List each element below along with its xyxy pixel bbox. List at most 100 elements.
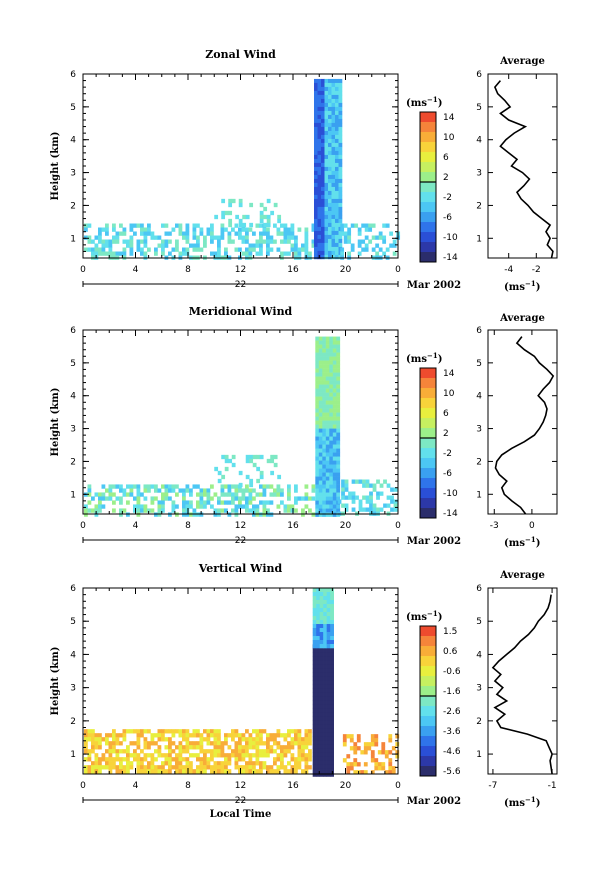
heatmap-cell <box>168 231 172 236</box>
heatmap-cell <box>175 492 179 497</box>
heatmap-cell <box>315 400 320 405</box>
heatmap-cell <box>312 736 317 741</box>
heatmap-cell <box>330 724 334 729</box>
heatmap-cell <box>249 454 254 460</box>
heatmap-cell <box>171 749 176 754</box>
heatmap-cell <box>294 247 298 252</box>
heatmap-cell <box>290 765 295 770</box>
profile-title: Average <box>499 313 545 324</box>
heatmap-cell <box>326 736 331 741</box>
heatmap-cell <box>255 504 260 509</box>
heatmap-cell <box>262 761 267 766</box>
heatmap-cell <box>161 484 165 489</box>
heatmap-cell <box>220 488 225 493</box>
heatmap-cell <box>122 757 127 762</box>
heatmap-cell <box>259 251 263 256</box>
heatmap-cell <box>330 604 334 609</box>
heatmap-cell <box>91 749 95 754</box>
heatmap-cell <box>324 94 329 100</box>
heatmap-cell <box>388 770 393 775</box>
heatmap-cell <box>344 487 349 492</box>
heatmap-cell <box>122 231 127 236</box>
heatmap-cell <box>308 496 312 501</box>
heatmap-cell <box>126 749 130 754</box>
heatmap-cell <box>252 462 257 468</box>
heatmap-cell <box>331 194 336 200</box>
month-label: Mar 2002 <box>407 536 461 547</box>
heatmap-cell <box>263 206 268 212</box>
heatmap-cell <box>115 753 120 758</box>
heatmap-cell <box>227 757 232 762</box>
heatmap-cell <box>143 235 148 240</box>
heatmap-cell <box>182 496 186 501</box>
heatmap-cell <box>338 198 343 204</box>
heatmap-cell <box>336 384 341 389</box>
heatmap-cell <box>384 754 389 759</box>
heatmap-cell <box>338 106 343 112</box>
heatmap-cell <box>192 484 197 489</box>
heatmap-cell <box>164 745 169 750</box>
heatmap-cell <box>318 492 323 497</box>
heatmap-cell <box>185 239 190 244</box>
heatmap-cell <box>297 733 302 738</box>
heatmap-cell <box>330 756 334 761</box>
heatmap-cell <box>324 134 329 140</box>
heatmap-cell <box>312 628 317 633</box>
heatmap-cell <box>87 729 92 734</box>
profile-x-label: (ms−1) <box>504 279 540 293</box>
colorbar-label: -6 <box>443 213 452 223</box>
heatmap-cell <box>283 765 288 770</box>
heatmap-cell <box>129 753 134 758</box>
heatmap-cell <box>336 428 341 433</box>
heatmap-cell <box>312 712 317 717</box>
heatmap-cell <box>332 400 337 405</box>
heatmap-cell <box>335 250 339 256</box>
heatmap-cell <box>276 488 281 493</box>
heatmap-cell <box>94 761 99 766</box>
heatmap-cell <box>317 190 322 196</box>
heatmap-cell <box>182 733 186 738</box>
heatmap-cell <box>374 762 379 767</box>
heatmap-cell <box>321 250 325 256</box>
heatmap-cell <box>322 484 327 489</box>
heatmap-cell <box>168 484 172 489</box>
heatmap-cell <box>119 761 123 766</box>
heatmap-cell <box>304 753 309 758</box>
heatmap-cell <box>245 729 249 734</box>
heatmap-cell <box>324 86 329 92</box>
heatmap-cell <box>330 708 334 713</box>
heatmap-cell <box>314 210 318 216</box>
heatmap-cell <box>321 178 325 184</box>
heatmap-cell <box>273 202 278 208</box>
heatmap-cell <box>338 114 343 120</box>
heatmap-cell <box>287 761 291 766</box>
heatmap-cell <box>324 182 329 188</box>
heatmap-cell <box>329 408 334 413</box>
heatmap-cell <box>312 708 317 713</box>
heatmap-cell <box>224 733 228 738</box>
heatmap-cell <box>382 223 387 228</box>
heatmap-cell <box>323 628 327 633</box>
heatmap-cell <box>338 102 343 108</box>
heatmap-cell <box>338 134 343 140</box>
heatmap-cell <box>329 348 334 353</box>
profile-y-tick-label: 6 <box>476 326 482 336</box>
heatmap-cell <box>319 716 324 721</box>
heatmap-cell <box>276 745 281 750</box>
profile-y-tick-label: 5 <box>476 103 482 113</box>
heatmap-cell <box>189 512 193 517</box>
heatmap-cell <box>115 239 120 244</box>
heatmap-cell <box>324 234 329 240</box>
heatmap-cell <box>319 664 324 669</box>
heatmap-cell <box>336 476 341 481</box>
heatmap-cell <box>315 416 320 421</box>
heatmap-cell <box>196 243 200 248</box>
heatmap-cell <box>182 488 186 493</box>
heatmap-cell <box>325 384 330 389</box>
heatmap-cell <box>316 724 320 729</box>
heatmap-cell <box>178 753 183 758</box>
heatmap-cell <box>249 482 254 488</box>
heatmap-cell <box>112 737 116 742</box>
heatmap-cell <box>318 392 323 397</box>
profile-y-tick-label: 2 <box>476 717 482 727</box>
